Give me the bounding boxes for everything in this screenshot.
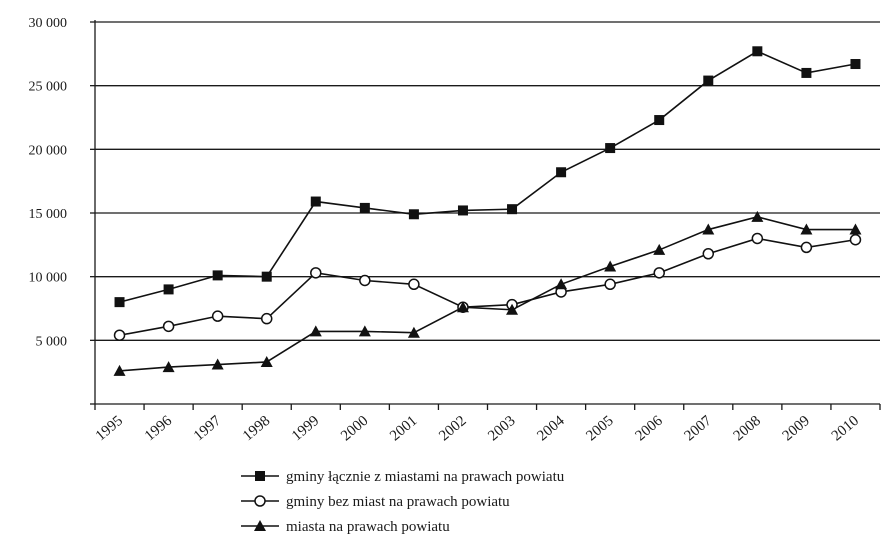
data-point-series-2 (359, 274, 371, 287)
legend-marker (255, 471, 265, 481)
data-point-series-1 (507, 204, 518, 215)
x-tick-label: 1995 (93, 413, 126, 445)
x-tick-label: 2006 (633, 412, 667, 444)
x-tick-label: 1998 (240, 413, 273, 445)
data-point-series-3 (113, 364, 126, 376)
data-point-series-2 (604, 278, 616, 291)
data-point-series-3 (211, 358, 224, 370)
data-point-series-3 (751, 210, 764, 222)
legend-label: miasta na prawach powiatu (286, 519, 450, 535)
x-tick-label: 2005 (583, 413, 616, 445)
x-tick-label: 2002 (436, 413, 469, 445)
x-tick-label: 2008 (731, 413, 764, 445)
series-line-1 (119, 50, 856, 303)
data-point-series-2 (653, 267, 665, 279)
data-point-series-1 (605, 143, 616, 154)
data-point-series-3 (162, 361, 175, 373)
x-tick-label: 2001 (387, 413, 420, 445)
y-tick-label: 5 000 (36, 334, 68, 349)
y-tick-label: 20 000 (29, 143, 68, 158)
legend-marker (254, 520, 266, 531)
data-point-series-1 (310, 196, 321, 207)
data-point-series-2 (113, 329, 126, 341)
y-tick-label: 30 000 (29, 16, 68, 31)
y-tick-label: 15 000 (29, 207, 68, 222)
data-point-series-3 (506, 303, 519, 315)
data-point-series-1 (457, 205, 468, 216)
data-point-series-3 (456, 301, 469, 313)
data-point-series-1 (801, 67, 812, 78)
x-tick-label: 2007 (682, 412, 716, 444)
legend-label: gminy bez miast na prawach powiatu (286, 494, 510, 510)
data-point-series-2 (849, 233, 862, 246)
series-line-2 (119, 237, 856, 337)
data-point-series-1 (556, 167, 567, 178)
data-point-series-3 (407, 326, 420, 338)
x-tick-label: 2003 (485, 413, 518, 445)
data-point-series-3 (358, 325, 371, 337)
data-point-series-2 (751, 232, 764, 245)
data-point-series-1 (261, 271, 272, 282)
x-tick-label: 2009 (780, 413, 813, 445)
data-point-series-3 (604, 260, 617, 272)
data-point-series-2 (260, 312, 273, 325)
data-point-series-1 (359, 202, 370, 213)
x-tick-label: 2010 (829, 413, 862, 445)
data-point-series-3 (260, 355, 273, 367)
data-point-series-3 (309, 325, 322, 337)
series-line-3 (119, 215, 856, 372)
data-point-series-3 (555, 278, 568, 290)
data-point-series-2 (211, 310, 224, 322)
data-point-series-1 (408, 209, 419, 220)
data-point-series-1 (703, 75, 714, 86)
legend-marker (254, 495, 266, 507)
data-point-series-3 (702, 223, 715, 235)
x-tick-label: 2004 (534, 412, 568, 444)
data-point-series-2 (310, 267, 322, 279)
data-point-series-3 (800, 223, 813, 235)
legend-label: gminy łącznie z miastami na prawach powi… (286, 469, 565, 485)
data-point-series-1 (114, 297, 125, 308)
data-point-series-3 (849, 223, 862, 235)
data-point-series-2 (162, 320, 175, 333)
x-tick-label: 1996 (142, 412, 176, 444)
data-point-series-1 (752, 46, 763, 57)
y-tick-label: 10 000 (29, 271, 68, 286)
data-point-series-1 (163, 284, 174, 295)
y-tick-label: 25 000 (29, 80, 68, 95)
data-point-series-2 (800, 241, 813, 254)
data-point-series-2 (702, 247, 715, 260)
data-point-series-1 (654, 115, 665, 126)
data-point-series-1 (212, 270, 223, 281)
data-point-series-1 (850, 59, 861, 70)
data-point-series-2 (408, 278, 420, 291)
x-tick-label: 1997 (191, 412, 225, 444)
x-tick-label: 2000 (338, 413, 371, 445)
data-point-series-3 (653, 243, 666, 255)
x-tick-label: 1999 (289, 413, 322, 445)
